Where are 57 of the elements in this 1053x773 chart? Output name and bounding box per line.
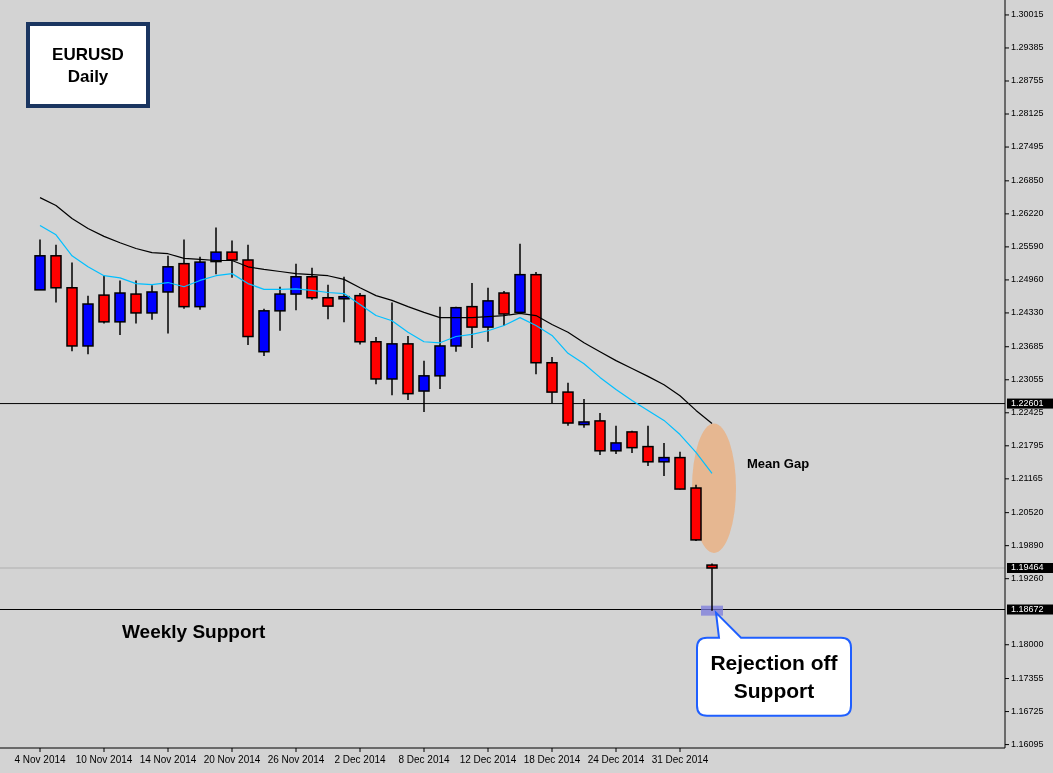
y-tick-label: 1.25590 bbox=[1011, 241, 1044, 252]
x-tick-label: 12 Dec 2014 bbox=[459, 754, 517, 765]
y-tick-label: 1.19890 bbox=[1011, 540, 1044, 551]
candlestick bbox=[642, 424, 654, 467]
x-tick-label: 20 Nov 2014 bbox=[203, 754, 261, 765]
text: Daily bbox=[67, 67, 109, 86]
y-tick-label: 1.26850 bbox=[1011, 175, 1044, 186]
annotation: Rejection off Support bbox=[710, 650, 839, 702]
candlestick bbox=[210, 226, 222, 275]
y-tick-label: 1.23055 bbox=[1011, 374, 1044, 385]
x-tick-label: 26 Nov 2014 bbox=[267, 754, 325, 765]
candlestick bbox=[706, 562, 718, 612]
y-tick-label: 1.17355 bbox=[1011, 672, 1044, 683]
candlestick bbox=[226, 239, 238, 279]
y-tick-label: 1.16725 bbox=[1011, 705, 1044, 716]
candlestick bbox=[130, 279, 142, 325]
y-tick-label: 1.16095 bbox=[1011, 738, 1044, 749]
line-series bbox=[39, 224, 713, 474]
candlestick bbox=[338, 276, 350, 324]
y-tick-label: 1.18000 bbox=[1011, 639, 1044, 650]
text: EURUSD bbox=[52, 45, 124, 64]
x-tick-label: 10 Nov 2014 bbox=[75, 754, 133, 765]
x-tick-label: 2 Dec 2014 bbox=[334, 754, 387, 765]
candlestick bbox=[322, 283, 334, 320]
y-tick-label: 1.24960 bbox=[1011, 274, 1044, 285]
candlestick bbox=[146, 284, 158, 321]
y-tick-label: 1.30015 bbox=[1011, 9, 1044, 20]
y-tick-label: 1.27495 bbox=[1011, 141, 1044, 152]
y-tick-label: 1.28125 bbox=[1011, 108, 1044, 119]
candlestick bbox=[658, 442, 670, 477]
y-tick-label: 1.29385 bbox=[1011, 42, 1044, 53]
candlestick bbox=[274, 285, 286, 332]
ref-line-label: 1.18672 bbox=[1011, 603, 1044, 614]
y-tick-label: 1.26220 bbox=[1011, 208, 1044, 219]
candlestick bbox=[306, 267, 318, 301]
candlestick bbox=[498, 290, 510, 327]
y-tick-label: 1.28755 bbox=[1011, 75, 1044, 86]
y-tick-label: 1.21795 bbox=[1011, 440, 1044, 451]
text: Mean Gap bbox=[747, 456, 810, 472]
x-tick-label: 4 Nov 2014 bbox=[14, 754, 67, 765]
y-tick-label: 1.20520 bbox=[1011, 507, 1044, 518]
annotation: Weekly Support bbox=[122, 620, 266, 642]
x-tick-label: 31 Dec 2014 bbox=[651, 754, 709, 765]
ref-line-label: 1.22601 bbox=[1011, 397, 1044, 408]
candlestick bbox=[466, 282, 478, 349]
ref-line-label: 1.19464 bbox=[1011, 562, 1044, 573]
x-tick-label: 18 Dec 2014 bbox=[523, 754, 581, 765]
y-tick-label: 1.22425 bbox=[1011, 407, 1044, 418]
y-tick-label: 1.19260 bbox=[1011, 573, 1044, 584]
y-tick-label: 1.24330 bbox=[1011, 307, 1044, 318]
x-tick-label: 14 Nov 2014 bbox=[139, 754, 197, 765]
x-tick-label: 24 Dec 2014 bbox=[587, 754, 645, 765]
y-tick-label: 1.23685 bbox=[1011, 341, 1044, 352]
candlestick bbox=[610, 424, 622, 455]
y-tick-label: 1.21165 bbox=[1011, 473, 1043, 484]
candlestick bbox=[290, 262, 302, 312]
x-tick-label: 8 Dec 2014 bbox=[398, 754, 451, 765]
